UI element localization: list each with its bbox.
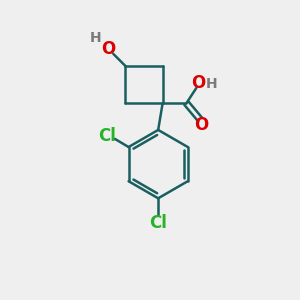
Text: O: O — [194, 116, 209, 134]
Text: Cl: Cl — [98, 127, 116, 145]
Text: H: H — [206, 77, 217, 91]
Text: Cl: Cl — [149, 214, 167, 232]
Text: O: O — [101, 40, 116, 58]
Text: H: H — [90, 31, 101, 45]
Text: O: O — [192, 74, 206, 92]
